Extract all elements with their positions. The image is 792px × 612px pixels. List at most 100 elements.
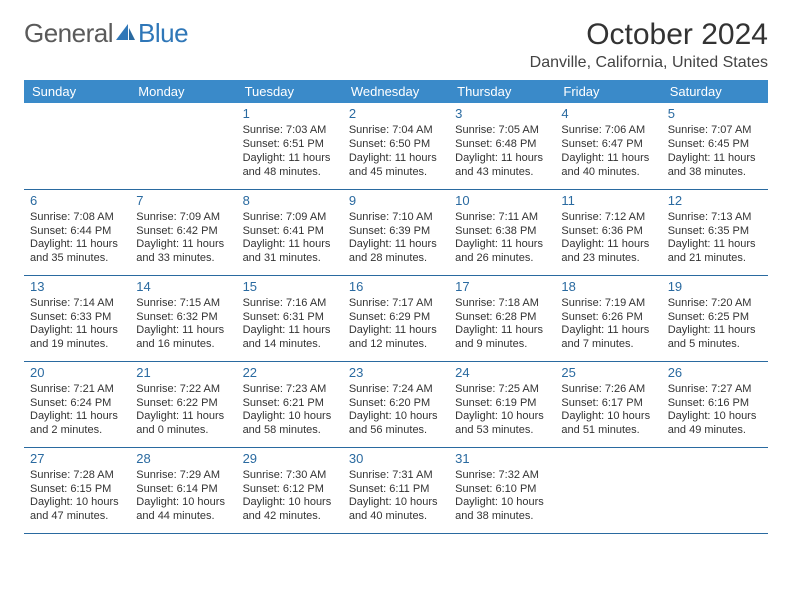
day-number: 14 xyxy=(136,279,230,295)
sunrise-text: Sunrise: 7:06 AM xyxy=(561,124,655,138)
sunrise-text: Sunrise: 7:05 AM xyxy=(455,124,549,138)
daylight-text: Daylight: 11 hours and 23 minutes. xyxy=(561,238,655,266)
day-number: 2 xyxy=(349,106,443,122)
calendar-cell: 29Sunrise: 7:30 AMSunset: 6:12 PMDayligh… xyxy=(237,447,343,533)
calendar-row: 20Sunrise: 7:21 AMSunset: 6:24 PMDayligh… xyxy=(24,361,768,447)
calendar-cell: 6Sunrise: 7:08 AMSunset: 6:44 PMDaylight… xyxy=(24,189,130,275)
sunset-text: Sunset: 6:24 PM xyxy=(30,397,124,411)
day-number: 27 xyxy=(30,451,124,467)
calendar-cell: 28Sunrise: 7:29 AMSunset: 6:14 PMDayligh… xyxy=(130,447,236,533)
weekday-header: Saturday xyxy=(662,80,768,103)
calendar-cell: 1Sunrise: 7:03 AMSunset: 6:51 PMDaylight… xyxy=(237,103,343,189)
day-number: 28 xyxy=(136,451,230,467)
calendar-cell: 17Sunrise: 7:18 AMSunset: 6:28 PMDayligh… xyxy=(449,275,555,361)
sunset-text: Sunset: 6:11 PM xyxy=(349,483,443,497)
calendar-cell: 5Sunrise: 7:07 AMSunset: 6:45 PMDaylight… xyxy=(662,103,768,189)
sunset-text: Sunset: 6:12 PM xyxy=(243,483,337,497)
sunset-text: Sunset: 6:45 PM xyxy=(668,138,762,152)
sunset-text: Sunset: 6:28 PM xyxy=(455,311,549,325)
day-number: 29 xyxy=(243,451,337,467)
sunrise-text: Sunrise: 7:08 AM xyxy=(30,211,124,225)
sunrise-text: Sunrise: 7:04 AM xyxy=(349,124,443,138)
sunrise-text: Sunrise: 7:31 AM xyxy=(349,469,443,483)
logo-text-blue: Blue xyxy=(138,18,188,49)
page-header: General Blue October 2024 Danville, Cali… xyxy=(24,18,768,72)
daylight-text: Daylight: 11 hours and 16 minutes. xyxy=(136,324,230,352)
calendar-row: 13Sunrise: 7:14 AMSunset: 6:33 PMDayligh… xyxy=(24,275,768,361)
daylight-text: Daylight: 10 hours and 44 minutes. xyxy=(136,496,230,524)
daylight-text: Daylight: 11 hours and 7 minutes. xyxy=(561,324,655,352)
sunrise-text: Sunrise: 7:13 AM xyxy=(668,211,762,225)
daylight-text: Daylight: 11 hours and 14 minutes. xyxy=(243,324,337,352)
sunrise-text: Sunrise: 7:17 AM xyxy=(349,297,443,311)
daylight-text: Daylight: 11 hours and 31 minutes. xyxy=(243,238,337,266)
sunrise-text: Sunrise: 7:03 AM xyxy=(243,124,337,138)
calendar-cell: 7Sunrise: 7:09 AMSunset: 6:42 PMDaylight… xyxy=(130,189,236,275)
sunset-text: Sunset: 6:42 PM xyxy=(136,225,230,239)
calendar-cell: 4Sunrise: 7:06 AMSunset: 6:47 PMDaylight… xyxy=(555,103,661,189)
sunset-text: Sunset: 6:38 PM xyxy=(455,225,549,239)
sunset-text: Sunset: 6:19 PM xyxy=(455,397,549,411)
day-number: 26 xyxy=(668,365,762,381)
calendar-cell: 25Sunrise: 7:26 AMSunset: 6:17 PMDayligh… xyxy=(555,361,661,447)
calendar-cell: 3Sunrise: 7:05 AMSunset: 6:48 PMDaylight… xyxy=(449,103,555,189)
daylight-text: Daylight: 10 hours and 53 minutes. xyxy=(455,410,549,438)
calendar-body: 1 Sunrise: 7:03 AMSunset: 6:51 PM Daylight… xyxy=(24,103,768,533)
day-number: 8 xyxy=(243,193,337,209)
day-number: 3 xyxy=(455,106,549,122)
sunset-text: Sunset: 6:33 PM xyxy=(30,311,124,325)
sunrise-text: Sunrise: 7:16 AM xyxy=(243,297,337,311)
sunrise-text: Sunrise: 7:25 AM xyxy=(455,383,549,397)
sunrise-text: Sunrise: 7:28 AM xyxy=(30,469,124,483)
weekday-header: Monday xyxy=(130,80,236,103)
calendar-cell: 18Sunrise: 7:19 AMSunset: 6:26 PMDayligh… xyxy=(555,275,661,361)
sunrise-text: Sunrise: 7:12 AM xyxy=(561,211,655,225)
daylight-text: Daylight: 11 hours and 12 minutes. xyxy=(349,324,443,352)
sunrise-text: Sunrise: 7:07 AM xyxy=(668,124,762,138)
calendar-page: General Blue October 2024 Danville, Cali… xyxy=(0,0,792,552)
sunset-text: Sunset: 6:41 PM xyxy=(243,225,337,239)
calendar-cell: 22Sunrise: 7:23 AMSunset: 6:21 PMDayligh… xyxy=(237,361,343,447)
day-number: 1 xyxy=(243,106,337,122)
daylight-text: Daylight: 11 hours and 33 minutes. xyxy=(136,238,230,266)
calendar-cell: 2 Sunrise: 7:04 AMSunset: 6:50 PMDaylight… xyxy=(343,103,449,189)
sunset-text: Sunset: 6:50 PM xyxy=(349,138,443,152)
day-number: 15 xyxy=(243,279,337,295)
weekday-header: Wednesday xyxy=(343,80,449,103)
daylight-text: Daylight: 10 hours and 56 minutes. xyxy=(349,410,443,438)
sunrise-text: Sunrise: 7:29 AM xyxy=(136,469,230,483)
daylight-text: Daylight: 11 hours and 45 minutes. xyxy=(349,152,443,180)
daylight-text: Daylight: 10 hours and 47 minutes. xyxy=(30,496,124,524)
sunset-text: Sunset: 6:22 PM xyxy=(136,397,230,411)
calendar-cell: 15Sunrise: 7:16 AMSunset: 6:31 PMDayligh… xyxy=(237,275,343,361)
day-number: 11 xyxy=(561,193,655,209)
calendar-cell xyxy=(662,447,768,533)
day-number: 4 xyxy=(561,106,655,122)
sunset-text: Sunset: 6:10 PM xyxy=(455,483,549,497)
daylight-text: Daylight: 11 hours and 40 minutes. xyxy=(561,152,655,180)
logo-text-general: General xyxy=(24,18,113,49)
logo-sail-icon xyxy=(114,18,136,49)
calendar-row: 27Sunrise: 7:28 AMSunset: 6:15 PMDayligh… xyxy=(24,447,768,533)
calendar-cell: 19Sunrise: 7:20 AMSunset: 6:25 PMDayligh… xyxy=(662,275,768,361)
sunset-text: Sunset: 6:16 PM xyxy=(668,397,762,411)
sunrise-text: Sunrise: 7:18 AM xyxy=(455,297,549,311)
daylight-text: Daylight: 11 hours and 28 minutes. xyxy=(349,238,443,266)
sunrise-text: Sunrise: 7:11 AM xyxy=(455,211,549,225)
calendar-cell: 21Sunrise: 7:22 AMSunset: 6:22 PMDayligh… xyxy=(130,361,236,447)
daylight-text: Daylight: 10 hours and 51 minutes. xyxy=(561,410,655,438)
sunset-text: Sunset: 6:21 PM xyxy=(243,397,337,411)
calendar-cell: 24 Sunrise: 7:25 AMSunset: 6:19 PMDayligh… xyxy=(449,361,555,447)
day-number: 22 xyxy=(243,365,337,381)
weekday-header: Sunday xyxy=(24,80,130,103)
daylight-text: Daylight: 11 hours and 0 minutes. xyxy=(136,410,230,438)
sunset-text: Sunset: 6:51 PM xyxy=(243,138,337,152)
sunrise-text: Sunrise: 7:09 AM xyxy=(243,211,337,225)
calendar-header-row: SundayMondayTuesdayWednesdayThursdayFrid… xyxy=(24,80,768,103)
calendar-row: 6Sunrise: 7:08 AMSunset: 6:44 PMDaylight… xyxy=(24,189,768,275)
sunrise-text: Sunrise: 7:09 AM xyxy=(136,211,230,225)
day-number: 24 xyxy=(455,365,549,381)
calendar-cell: 23Sunrise: 7:24 AMSunset: 6:20 PMDayligh… xyxy=(343,361,449,447)
sunrise-text: Sunrise: 7:19 AM xyxy=(561,297,655,311)
calendar-cell: 27Sunrise: 7:28 AMSunset: 6:15 PMDayligh… xyxy=(24,447,130,533)
